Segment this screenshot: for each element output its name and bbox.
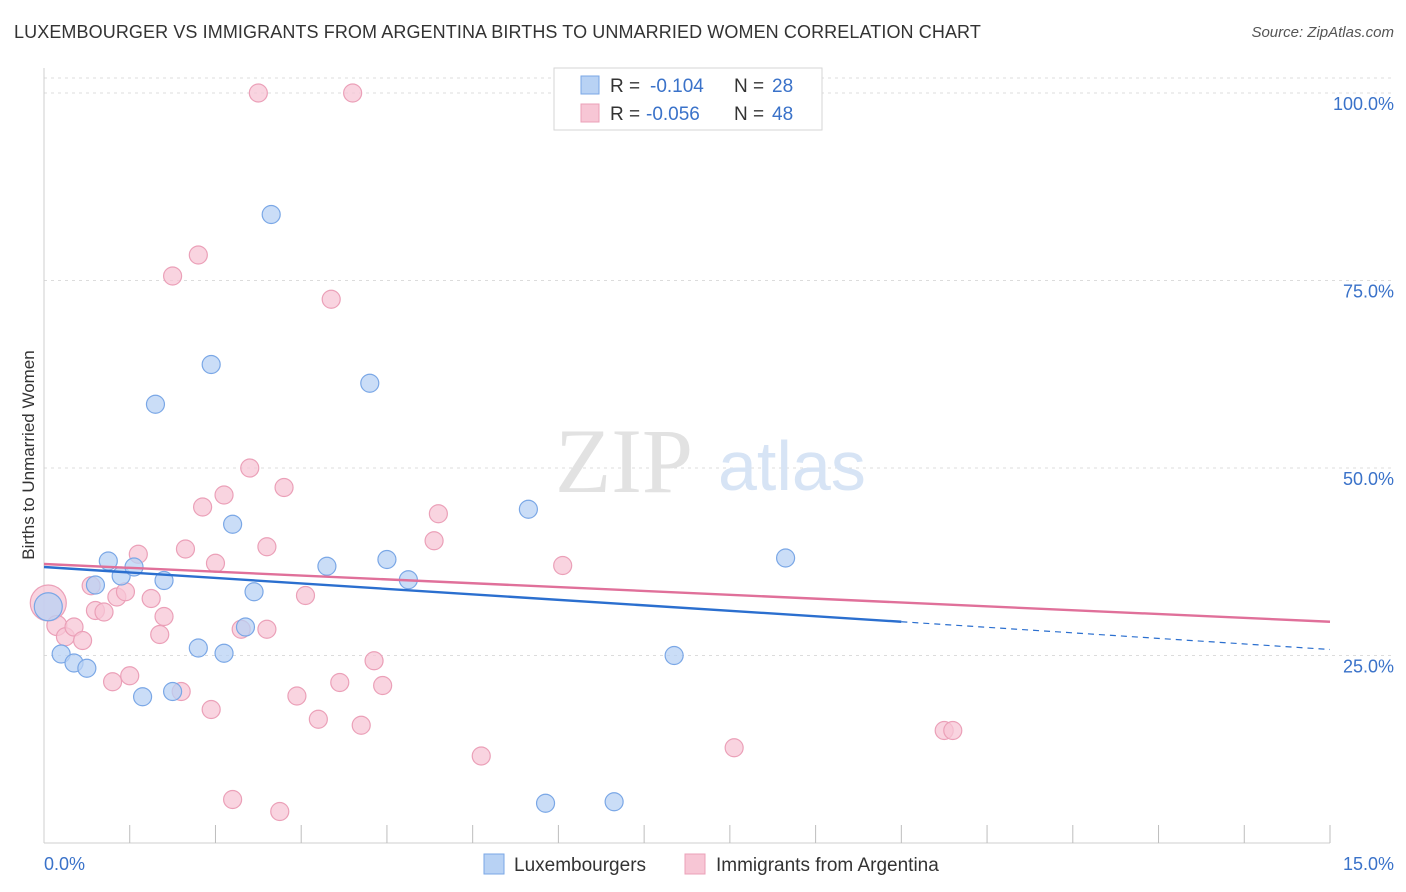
argentina-point: [330, 672, 350, 693]
x-tick-label-min: 0.0%: [44, 854, 85, 874]
luxembourgers-point: [235, 617, 256, 637]
luxembourgers-point: [85, 575, 106, 595]
stats-swatch-argentina: [580, 103, 600, 123]
watermark: ZIP atlas: [555, 410, 866, 512]
grid-lines: [44, 77, 1394, 656]
luxembourgers-point: [261, 204, 281, 225]
luxembourgers-point: [214, 643, 234, 663]
y-axis-label: Births to Unmarried Women: [19, 350, 38, 559]
luxembourgers-point: [163, 681, 183, 702]
argentina-point: [428, 504, 448, 524]
argentina-point: [287, 686, 307, 706]
stats-r-label-2: R =: [610, 104, 640, 125]
y-tick-label: 100.0%: [1333, 94, 1394, 114]
y-tick-labels: 25.0% 50.0% 75.0% 100.0%: [1333, 94, 1394, 677]
argentina-point: [295, 585, 316, 606]
luxembourgers-point: [188, 638, 208, 658]
argentina-point: [163, 266, 183, 286]
argentina-point: [248, 83, 268, 103]
stats-legend: R = -0.104 N = 28 R = -0.056 N = 48: [553, 67, 823, 131]
chart-title: LUXEMBOURGER VS IMMIGRANTS FROM ARGENTIN…: [14, 22, 981, 42]
argentina-trend-line: [43, 562, 1331, 623]
argentina-point: [553, 555, 573, 576]
y-tick-label: 75.0%: [1343, 282, 1394, 302]
y-tick-label: 25.0%: [1343, 657, 1394, 677]
luxembourgers-point: [360, 373, 380, 393]
argentina-point: [175, 539, 196, 559]
luxembourgers-point: [77, 658, 97, 678]
argentina-point: [274, 477, 294, 498]
argentina-point: [343, 83, 363, 103]
argentina-point: [120, 666, 140, 686]
trend-lines: [43, 562, 1331, 651]
luxembourgers-trend-line: [43, 565, 902, 623]
stats-r-value-1: -0.104: [650, 76, 704, 97]
luxembourgers-point: [223, 514, 243, 534]
argentina-point: [115, 582, 136, 602]
argentina-point: [64, 617, 84, 637]
legend-swatch-argentina: [684, 853, 706, 875]
argentina-point: [154, 606, 174, 627]
series-luxembourgers-points: [33, 204, 796, 813]
luxembourgers-point: [132, 687, 153, 707]
y-tick-label: 50.0%: [1343, 469, 1394, 489]
luxembourgers-point: [604, 792, 624, 812]
argentina-point: [308, 709, 328, 729]
watermark-atlas: atlas: [718, 427, 866, 505]
argentina-point: [321, 289, 341, 309]
source-credit: Source: ZipAtlas.com: [1251, 24, 1394, 41]
legend-label-luxembourgers: Luxembourgers: [514, 855, 646, 876]
stats-n-label-2: N =: [734, 104, 764, 125]
bottom-legend: Luxembourgers Immigrants from Argentina: [483, 853, 939, 876]
argentina-point: [193, 497, 213, 517]
stats-r-label-1: R =: [610, 76, 640, 97]
stats-n-label-1: N =: [734, 76, 764, 97]
argentina-point: [364, 651, 384, 671]
luxembourgers-point: [33, 592, 63, 622]
stats-swatch-luxembourgers: [580, 75, 600, 95]
x-ticks: [129, 825, 1331, 843]
argentina-point: [94, 602, 114, 622]
legend-swatch-luxembourgers: [483, 853, 505, 875]
legend-label-argentina: Immigrants from Argentina: [716, 855, 939, 876]
luxembourgers-point: [535, 793, 556, 813]
argentina-point: [424, 531, 444, 551]
argentina-point: [240, 458, 260, 478]
argentina-point: [351, 715, 371, 735]
argentina-point: [102, 672, 123, 692]
argentina-point: [72, 630, 93, 651]
luxembourgers-trend-extension: [901, 621, 1331, 651]
luxembourgers-point: [317, 556, 337, 576]
stats-r-value-2: -0.056: [646, 104, 700, 125]
argentina-point: [214, 485, 234, 505]
argentina-point: [724, 738, 744, 758]
luxembourgers-point: [775, 548, 796, 568]
stats-n-value-2: 48: [772, 104, 793, 125]
argentina-point: [141, 588, 161, 609]
argentina-point: [150, 624, 170, 645]
luxembourgers-point: [244, 582, 264, 602]
argentina-point: [471, 746, 491, 766]
x-tick-label-max: 15.0%: [1343, 854, 1394, 874]
stats-n-value-1: 28: [772, 76, 793, 97]
luxembourgers-point: [664, 645, 684, 666]
luxembourgers-point: [201, 354, 221, 375]
luxembourgers-point: [518, 499, 538, 519]
argentina-point: [223, 789, 243, 810]
luxembourgers-point: [377, 549, 397, 570]
argentina-point: [205, 553, 226, 573]
watermark-zip: ZIP: [555, 410, 693, 512]
luxembourgers-point: [145, 394, 166, 414]
argentina-point: [257, 619, 277, 639]
axes: [43, 68, 1330, 844]
argentina-point: [943, 720, 963, 741]
argentina-point: [188, 245, 208, 265]
argentina-point: [270, 801, 290, 822]
argentina-point: [257, 537, 277, 557]
argentina-point: [201, 699, 221, 720]
argentina-point: [373, 675, 393, 696]
